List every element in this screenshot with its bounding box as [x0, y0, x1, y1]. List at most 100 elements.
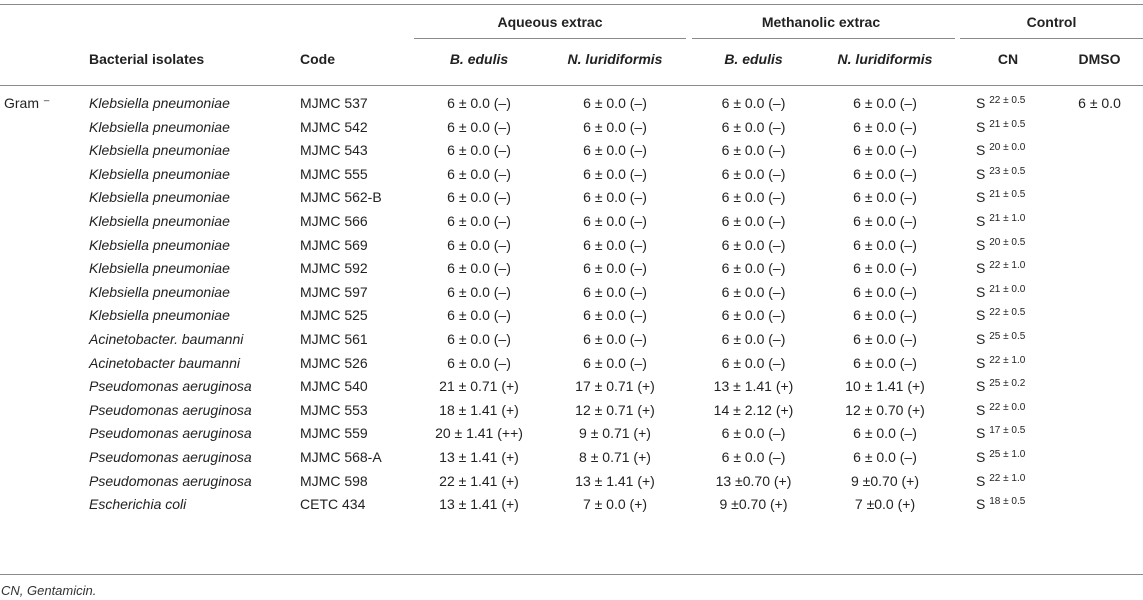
methanolic-b-edulis-cell: 14 ± 2.12 (+)	[713, 402, 794, 418]
cn-cell: S 21 ± 0.5	[976, 119, 1025, 138]
cn-cell: S 21 ± 1.0	[976, 213, 1025, 232]
aqueous-b-edulis-cell: 6 ± 0.0 (–)	[447, 95, 511, 111]
code-cell: MJMC 525	[300, 307, 368, 323]
cn-susceptibility: S	[976, 166, 986, 182]
aqueous-b-edulis-cell: 6 ± 0.0 (–)	[447, 213, 511, 229]
cn-susceptibility: S	[976, 473, 986, 489]
methanolic-b-edulis-cell: 6 ± 0.0 (–)	[721, 284, 786, 300]
aqueous-b-edulis-cell: 6 ± 0.0 (–)	[447, 166, 511, 182]
isolate-cell: Klebsiella pneumoniae	[89, 95, 230, 111]
aqueous-n-luridiformis-cell: 7 ± 0.0 (+)	[582, 496, 648, 512]
cn-zone-value: 17 ± 0.5	[989, 425, 1026, 436]
column-header-aqueous-b-edulis: B. edulis	[449, 51, 509, 67]
cn-cell: S 20 ± 0.0	[976, 142, 1025, 161]
cn-zone-value: 21 ± 0.0	[989, 284, 1026, 295]
code-cell: MJMC 537	[300, 95, 368, 111]
group-rule-aqueous	[414, 38, 686, 39]
cn-zone-value: 22 ± 0.5	[989, 95, 1026, 106]
methanolic-n-luridiformis-cell: 6 ± 0.0 (–)	[853, 237, 917, 253]
methanolic-n-luridiformis-cell: 12 ± 0.70 (+)	[845, 402, 925, 418]
methanolic-b-edulis-cell: 6 ± 0.0 (–)	[721, 213, 786, 229]
aqueous-n-luridiformis-cell: 6 ± 0.0 (–)	[583, 213, 647, 229]
gram-label: Gram ⁻	[4, 95, 51, 111]
methanolic-b-edulis-cell: 6 ± 0.0 (–)	[721, 119, 786, 135]
table-top-rule	[0, 4, 1143, 5]
isolate-cell: Pseudomonas aeruginosa	[89, 378, 252, 394]
code-cell: MJMC 568-A	[300, 449, 382, 465]
cn-susceptibility: S	[976, 189, 986, 205]
aqueous-b-edulis-cell: 20 ± 1.41 (++)	[435, 425, 523, 441]
methanolic-n-luridiformis-cell: 6 ± 0.0 (–)	[853, 331, 917, 347]
cn-zone-value: 22 ± 0.5	[989, 307, 1026, 318]
aqueous-n-luridiformis-cell: 6 ± 0.0 (–)	[583, 142, 647, 158]
methanolic-n-luridiformis-cell: 6 ± 0.0 (–)	[853, 166, 917, 182]
aqueous-n-luridiformis-cell: 13 ± 1.41 (+)	[575, 473, 655, 489]
group-header-aqueous: Aqueous extrac	[497, 14, 603, 30]
methanolic-b-edulis-cell: 6 ± 0.0 (–)	[721, 189, 786, 205]
methanolic-b-edulis-cell: 13 ± 1.41 (+)	[713, 378, 794, 394]
aqueous-b-edulis-cell: 18 ± 1.41 (+)	[439, 402, 519, 418]
aqueous-n-luridiformis-cell: 6 ± 0.0 (–)	[583, 331, 647, 347]
methanolic-n-luridiformis-cell: 9 ±0.70 (+)	[851, 473, 919, 489]
code-cell: MJMC 555	[300, 166, 368, 182]
methanolic-n-luridiformis-cell: 6 ± 0.0 (–)	[853, 260, 917, 276]
column-header-cn: CN	[997, 51, 1019, 67]
aqueous-b-edulis-cell: 6 ± 0.0 (–)	[447, 260, 511, 276]
aqueous-b-edulis-cell: 6 ± 0.0 (–)	[447, 284, 511, 300]
methanolic-b-edulis-cell: 6 ± 0.0 (–)	[721, 260, 786, 276]
cn-cell: S 22 ± 1.0	[976, 473, 1025, 492]
aqueous-n-luridiformis-cell: 6 ± 0.0 (–)	[583, 355, 647, 371]
isolate-cell: Klebsiella pneumoniae	[89, 166, 230, 182]
methanolic-n-luridiformis-cell: 6 ± 0.0 (–)	[853, 307, 917, 323]
code-cell: MJMC 553	[300, 402, 368, 418]
isolate-cell: Pseudomonas aeruginosa	[89, 449, 252, 465]
isolate-cell: Klebsiella pneumoniae	[89, 142, 230, 158]
aqueous-n-luridiformis-cell: 17 ± 0.71 (+)	[575, 378, 655, 394]
methanolic-n-luridiformis-cell: 10 ± 1.41 (+)	[845, 378, 925, 394]
column-header-methanolic-n-luridiformis: N. luridiformis	[837, 51, 933, 67]
methanolic-n-luridiformis-cell: 7 ±0.0 (+)	[854, 496, 916, 512]
cn-zone-value: 21 ± 0.5	[989, 189, 1026, 200]
table-footnote: CN, Gentamicin.	[1, 583, 97, 598]
column-header-code: Code	[300, 51, 335, 67]
column-header-aqueous-n-luridiformis: N. luridiformis	[567, 51, 663, 67]
aqueous-b-edulis-cell: 13 ± 1.41 (+)	[439, 449, 519, 465]
cn-cell: S 22 ± 0.0	[976, 402, 1025, 421]
aqueous-b-edulis-cell: 6 ± 0.0 (–)	[447, 119, 511, 135]
isolate-cell: Acinetobacter. baumanni	[89, 331, 244, 347]
isolate-cell: Escherichia coli	[89, 496, 187, 512]
column-header-dmso: DMSO	[1078, 51, 1121, 67]
cn-zone-value: 20 ± 0.0	[989, 142, 1026, 153]
cn-zone-value: 20 ± 0.5	[989, 237, 1026, 248]
isolate-cell: Pseudomonas aeruginosa	[89, 473, 252, 489]
code-cell: MJMC 543	[300, 142, 368, 158]
code-cell: MJMC 540	[300, 378, 368, 394]
cn-cell: S 21 ± 0.5	[976, 189, 1025, 208]
cn-zone-value: 22 ± 1.0	[989, 260, 1026, 271]
column-header-methanolic-b-edulis: B. edulis	[724, 51, 783, 67]
group-rule-control	[960, 38, 1143, 39]
isolate-cell: Pseudomonas aeruginosa	[89, 425, 252, 441]
cn-zone-value: 18 ± 0.5	[989, 496, 1026, 507]
cn-zone-value: 22 ± 0.0	[989, 402, 1026, 413]
aqueous-b-edulis-cell: 21 ± 0.71 (+)	[439, 378, 519, 394]
cn-susceptibility: S	[976, 496, 986, 512]
aqueous-b-edulis-cell: 6 ± 0.0 (–)	[447, 307, 511, 323]
cn-cell: S 18 ± 0.5	[976, 496, 1025, 515]
cn-zone-value: 22 ± 1.0	[989, 355, 1026, 366]
aqueous-n-luridiformis-cell: 6 ± 0.0 (–)	[583, 189, 647, 205]
aqueous-b-edulis-cell: 6 ± 0.0 (–)	[447, 355, 511, 371]
code-cell: MJMC 562-B	[300, 189, 382, 205]
cn-susceptibility: S	[976, 95, 986, 111]
aqueous-n-luridiformis-cell: 6 ± 0.0 (–)	[583, 119, 647, 135]
methanolic-n-luridiformis-cell: 6 ± 0.0 (–)	[853, 142, 917, 158]
methanolic-n-luridiformis-cell: 6 ± 0.0 (–)	[853, 355, 917, 371]
header-bottom-rule	[0, 85, 1143, 86]
aqueous-b-edulis-cell: 6 ± 0.0 (–)	[447, 189, 511, 205]
aqueous-n-luridiformis-cell: 12 ± 0.71 (+)	[575, 402, 655, 418]
isolate-cell: Klebsiella pneumoniae	[89, 237, 230, 253]
cn-susceptibility: S	[976, 284, 986, 300]
cn-susceptibility: S	[976, 307, 986, 323]
cn-cell: S 20 ± 0.5	[976, 237, 1025, 256]
methanolic-b-edulis-cell: 6 ± 0.0 (–)	[721, 237, 786, 253]
